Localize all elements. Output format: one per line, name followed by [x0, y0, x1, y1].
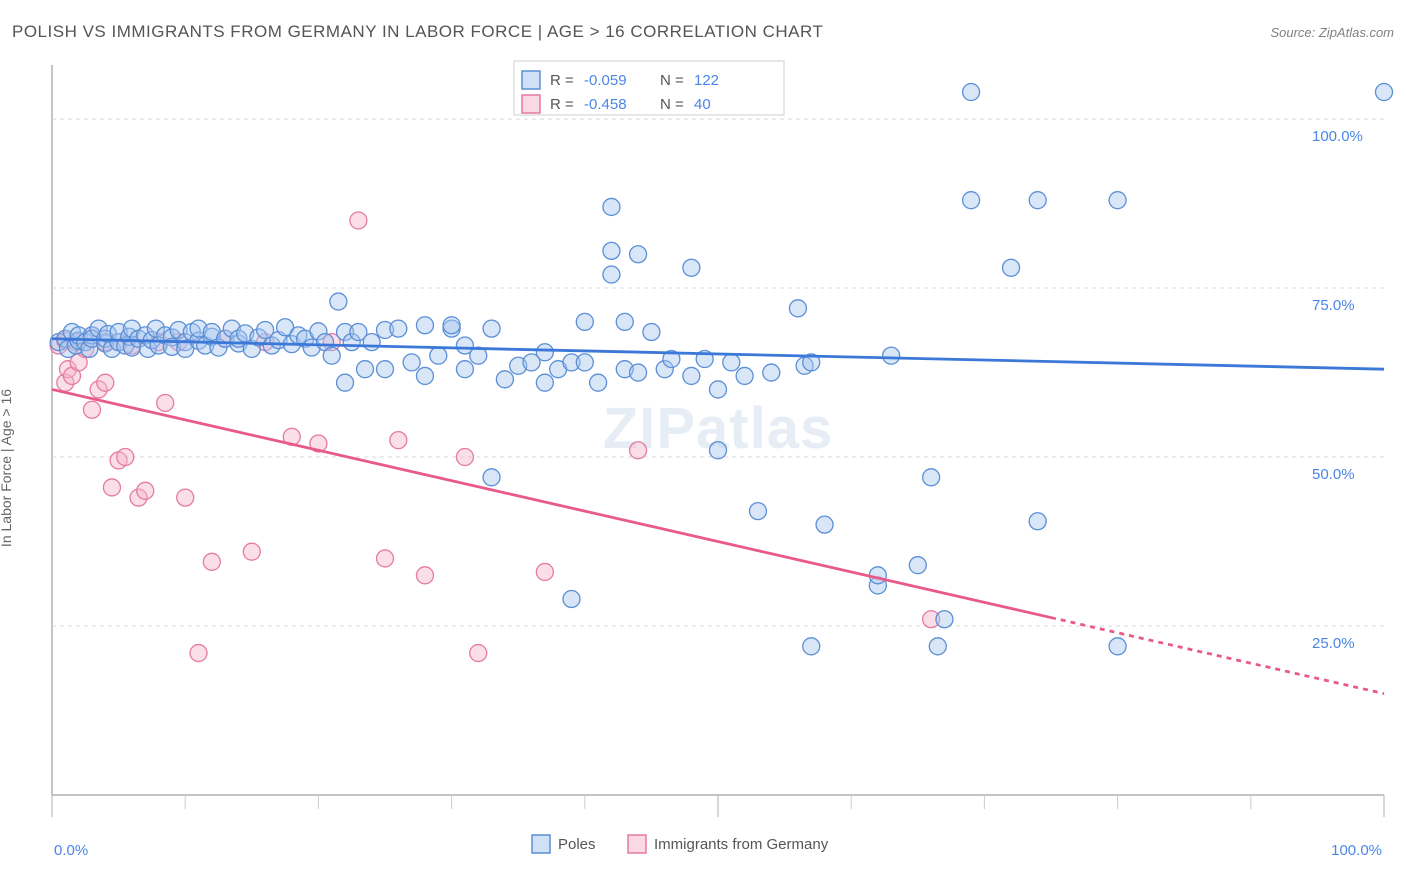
data-point — [683, 259, 700, 276]
legend-n-label: N = — [660, 96, 684, 113]
data-point — [683, 367, 700, 384]
data-point — [403, 354, 420, 371]
data-point — [603, 242, 620, 259]
data-point — [723, 354, 740, 371]
data-point — [630, 364, 647, 381]
legend-n-value: 122 — [694, 72, 719, 89]
legend-swatch — [628, 835, 646, 853]
legend-series-label: Poles — [558, 836, 596, 853]
data-point — [929, 638, 946, 655]
data-point — [470, 645, 487, 662]
data-point — [736, 367, 753, 384]
data-point — [430, 347, 447, 364]
y-tick-label: 50.0% — [1312, 466, 1355, 483]
legend-n-value: 40 — [694, 96, 711, 113]
legend-series-label: Immigrants from Germany — [654, 836, 829, 853]
data-point — [536, 563, 553, 580]
data-point — [643, 323, 660, 340]
legend-r-value: -0.059 — [584, 72, 627, 89]
data-point — [177, 489, 194, 506]
data-point — [1109, 192, 1126, 209]
data-point — [536, 344, 553, 361]
data-point — [97, 374, 114, 391]
data-point — [576, 354, 593, 371]
data-point — [363, 334, 380, 351]
data-point — [190, 645, 207, 662]
data-point — [416, 567, 433, 584]
data-point — [803, 638, 820, 655]
chart-title: POLISH VS IMMIGRANTS FROM GERMANY IN LAB… — [12, 22, 823, 42]
data-point — [763, 364, 780, 381]
data-point — [789, 300, 806, 317]
x-tick-label: 0.0% — [54, 842, 88, 859]
data-point — [603, 266, 620, 283]
legend-swatch — [522, 95, 540, 113]
data-point — [1109, 638, 1126, 655]
data-point — [203, 553, 220, 570]
data-point — [137, 482, 154, 499]
data-point — [117, 449, 134, 466]
data-point — [377, 550, 394, 567]
legend-r-label: R = — [550, 72, 574, 89]
data-point — [1029, 192, 1046, 209]
legend-swatch — [532, 835, 550, 853]
y-tick-label: 100.0% — [1312, 128, 1363, 145]
data-point — [710, 381, 727, 398]
legend-r-label: R = — [550, 96, 574, 113]
y-tick-label: 75.0% — [1312, 297, 1355, 314]
correlation-scatter-chart: 25.0%50.0%75.0%100.0%0.0%100.0%ZIPatlasR… — [12, 55, 1394, 880]
y-axis-label: In Labor Force | Age > 16 — [0, 388, 14, 546]
trend-line — [52, 389, 1051, 617]
data-point — [710, 442, 727, 459]
data-point — [330, 293, 347, 310]
data-point — [936, 611, 953, 628]
data-point — [816, 516, 833, 533]
source-credit: Source: ZipAtlas.com — [1270, 25, 1394, 40]
data-point — [357, 361, 374, 378]
data-point — [483, 320, 500, 337]
chart-container: In Labor Force | Age > 16 25.0%50.0%75.0… — [12, 55, 1394, 880]
data-point — [390, 320, 407, 337]
data-point — [563, 590, 580, 607]
data-point — [576, 313, 593, 330]
data-point — [103, 479, 120, 496]
data-point — [1003, 259, 1020, 276]
data-point — [1376, 84, 1393, 101]
data-point — [483, 469, 500, 486]
legend-swatch — [522, 71, 540, 89]
data-point — [496, 371, 513, 388]
data-point — [616, 313, 633, 330]
legend-r-value: -0.458 — [584, 96, 627, 113]
data-point — [157, 394, 174, 411]
data-point — [630, 442, 647, 459]
data-point — [963, 84, 980, 101]
data-point — [590, 374, 607, 391]
data-point — [377, 361, 394, 378]
data-point — [443, 317, 460, 334]
data-point — [416, 367, 433, 384]
data-point — [83, 401, 100, 418]
data-point — [1029, 513, 1046, 530]
data-point — [456, 361, 473, 378]
data-point — [323, 347, 340, 364]
data-point — [749, 503, 766, 520]
data-point — [337, 374, 354, 391]
data-point — [963, 192, 980, 209]
legend-n-label: N = — [660, 72, 684, 89]
data-point — [923, 469, 940, 486]
trend-line-extrapolated — [1051, 618, 1384, 694]
data-point — [883, 347, 900, 364]
data-point — [909, 557, 926, 574]
data-point — [243, 543, 260, 560]
data-point — [456, 449, 473, 466]
data-point — [536, 374, 553, 391]
x-tick-label: 100.0% — [1331, 842, 1382, 859]
data-point — [390, 432, 407, 449]
data-point — [350, 212, 367, 229]
y-tick-label: 25.0% — [1312, 635, 1355, 652]
data-point — [630, 246, 647, 263]
data-point — [416, 317, 433, 334]
data-point — [603, 198, 620, 215]
